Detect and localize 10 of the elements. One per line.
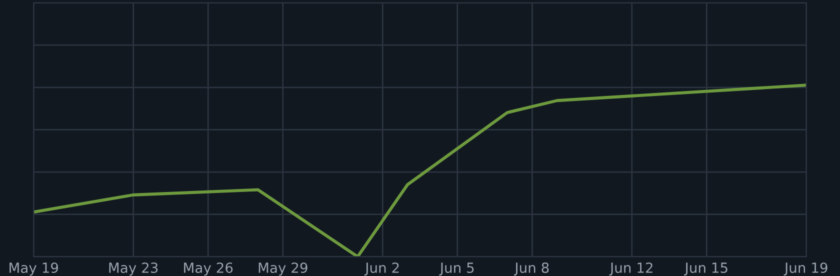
x-tick-label: May 23 xyxy=(109,262,158,276)
x-tick-label: May 19 xyxy=(10,262,58,276)
x-tick-label: Jun 8 xyxy=(514,262,549,276)
x-tick-label: Jun 2 xyxy=(364,262,399,276)
x-tick-label: May 26 xyxy=(184,262,233,276)
x-tick-label: Jun 5 xyxy=(439,262,474,276)
x-tick-label: Jun 15 xyxy=(684,262,728,276)
x-tick-label: May 29 xyxy=(258,262,308,276)
x-tick-label: Jun 12 xyxy=(609,262,652,276)
x-tick-label: Jun 19 xyxy=(784,262,828,276)
